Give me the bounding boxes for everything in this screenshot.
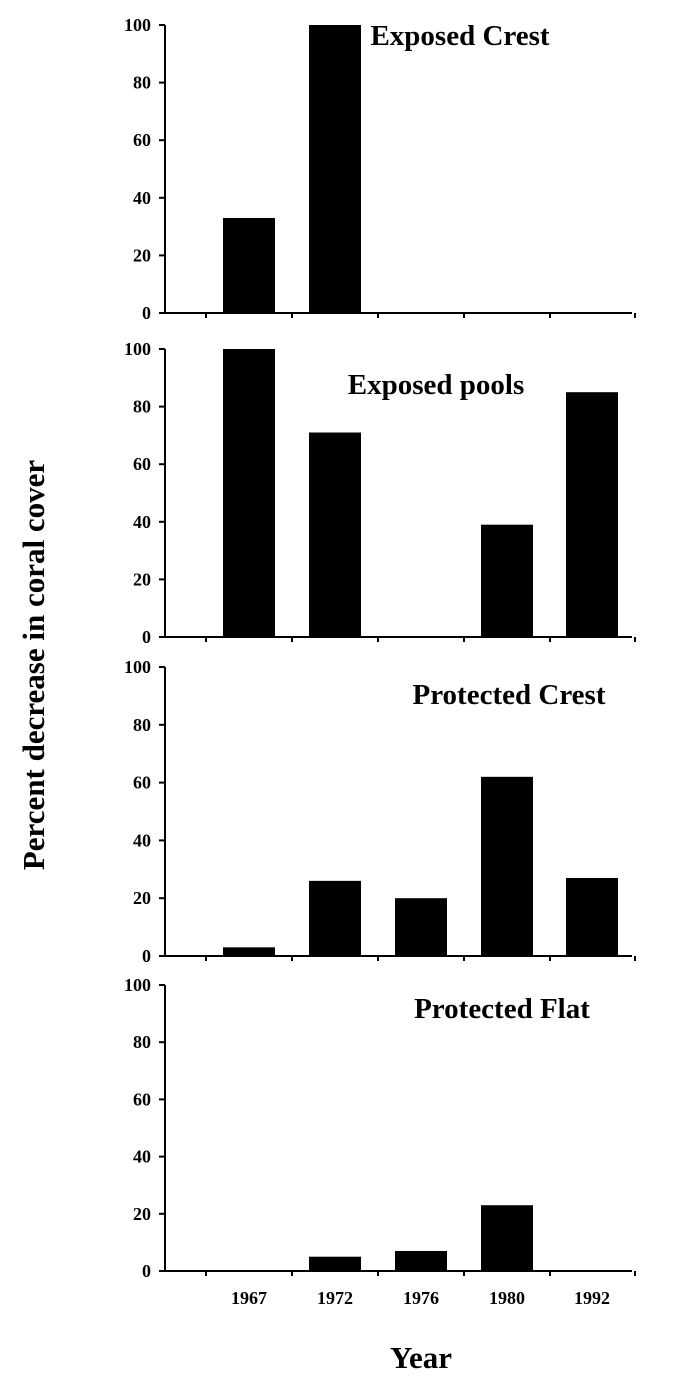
y-tick-label: 80 — [133, 1032, 151, 1052]
x-axis-title: Year — [390, 1340, 452, 1375]
x-tick-label-1980: 1980 — [489, 1288, 525, 1308]
panel-2: 0 20 40 60 80 100 Exposed pools — [124, 339, 636, 647]
bar-1976 — [395, 898, 447, 956]
y-tick-label: 40 — [133, 188, 151, 208]
y-tick-label: 0 — [142, 303, 151, 323]
panel-title: Exposed Crest — [370, 20, 549, 52]
x-tick-label-1976: 1976 — [403, 1288, 439, 1308]
y-tick-label: 80 — [133, 715, 151, 735]
y-tick-label: 0 — [142, 1261, 151, 1281]
bar-1980 — [481, 776, 533, 956]
bar-1980 — [481, 524, 533, 637]
bar-1992 — [566, 392, 618, 637]
y-tick-label: 0 — [142, 627, 151, 647]
y-tick-label: 40 — [133, 830, 151, 850]
panel-1: 0 20 40 60 80 100 Exposed Crest — [124, 15, 636, 323]
y-tick-label: 20 — [133, 888, 151, 908]
y-tick-label: 20 — [133, 245, 151, 265]
y-tick-label: 40 — [133, 1147, 151, 1167]
y-tick-label: 20 — [133, 1204, 151, 1224]
y-tick-label: 60 — [133, 1089, 151, 1109]
bar-1967 — [223, 217, 275, 313]
y-tick-label: 100 — [124, 975, 151, 995]
y-tick-label: 40 — [133, 512, 151, 532]
y-tick-label: 100 — [124, 657, 151, 677]
y-tick-label: 20 — [133, 569, 151, 589]
bar-1976 — [395, 1250, 447, 1271]
y-tick-label: 0 — [142, 946, 151, 966]
panel-title: Protected Crest — [413, 679, 606, 711]
bar-1972 — [309, 880, 361, 956]
bar-1972 — [309, 25, 361, 313]
panel-3: 0 20 40 60 80 100 Protected Crest — [124, 657, 636, 966]
y-tick-label: 100 — [124, 15, 151, 35]
x-tick-label-1967: 1967 — [231, 1288, 267, 1308]
bar-1967 — [223, 947, 275, 956]
panels-layer: 0 20 40 60 80 100 Exposed Crest 0 20 40 60 80 100 Exp… — [124, 15, 636, 1281]
y-tick-label: 60 — [133, 130, 151, 150]
y-tick-label: 60 — [133, 773, 151, 793]
y-tick-label: 100 — [124, 339, 151, 359]
bar-1967 — [223, 349, 275, 637]
panel-4: 0 20 40 60 80 100 Protected Flat — [124, 975, 636, 1281]
bar-1972 — [309, 432, 361, 637]
bar-1980 — [481, 1205, 533, 1271]
x-tick-label-1972: 1972 — [317, 1288, 353, 1308]
x-tick-label-1992: 1992 — [574, 1288, 610, 1308]
bar-1972 — [309, 1256, 361, 1271]
bar-1992 — [566, 877, 618, 956]
y-tick-label: 80 — [133, 397, 151, 417]
y-axis-title: Percent decrease in coral cover — [16, 460, 51, 871]
panel-title: Exposed pools — [348, 369, 524, 401]
panel-title: Protected Flat — [414, 993, 590, 1025]
y-tick-label: 60 — [133, 454, 151, 474]
y-tick-label: 80 — [133, 73, 151, 93]
x-tick-labels: 1967 1972 1976 1980 1992 — [231, 1288, 610, 1308]
